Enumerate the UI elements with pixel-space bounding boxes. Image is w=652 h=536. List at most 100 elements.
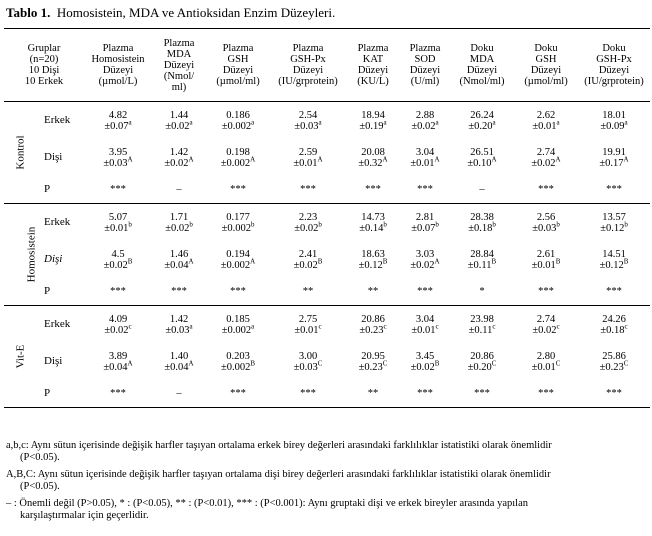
mean-value: 2.74	[536, 146, 556, 158]
sd-value: ±0.002	[221, 120, 252, 132]
mean-value: 24.26	[602, 313, 626, 325]
mean-value: 18.01	[602, 109, 626, 121]
mean-value: 0.185	[226, 313, 250, 325]
mean-value: 2.56	[536, 211, 556, 223]
group-label-cell: Vit-E	[4, 305, 38, 408]
mean-value: 0.203	[226, 350, 250, 362]
mean-value: 26.24	[470, 109, 494, 121]
group-label: Vit-E	[14, 344, 27, 369]
mean-value: 1.42	[169, 146, 189, 158]
value-cell: 0.203 ±0.002B	[206, 343, 270, 380]
header-line: (µmol/ml)	[216, 76, 260, 87]
sd-value: ±0.02	[532, 324, 557, 336]
significance-letter: c	[318, 322, 322, 330]
significance-letter: B	[434, 359, 440, 367]
footnote-continuation: (P<0.05).	[20, 481, 60, 492]
mean-value: 25.86	[602, 350, 626, 362]
sd-line: ±0.12b	[578, 221, 650, 234]
value-cell: 2.23 ±0.02b	[270, 204, 346, 242]
sd-line: ±0.18b	[450, 221, 514, 234]
header-line: (µmol/ml)	[524, 76, 568, 87]
row-label: Erkek	[44, 114, 71, 126]
sd-line: ±0.01c	[270, 322, 346, 336]
mean-value: 2.54	[298, 109, 318, 121]
mean-value: 28.38	[470, 211, 494, 223]
header-line: Düzeyi	[292, 65, 324, 76]
value-cell: 18.94 ±0.19a	[346, 102, 400, 140]
sd-line: ±0.002b	[206, 220, 270, 234]
value-cell: 2.59 ±0.01A	[270, 139, 346, 176]
mean-value: 0.186	[226, 109, 250, 121]
p-row: P *** – *** *** *** *** – *** ***	[4, 176, 651, 204]
sd-value: ±0.02	[411, 120, 436, 132]
significance-letter: b	[250, 220, 255, 228]
mean-value: 1.71	[169, 211, 189, 223]
value-cell: 18.01 ±0.09a	[578, 102, 650, 140]
mean-value: 20.86	[361, 313, 385, 325]
value-cell: 2.88 ±0.02a	[400, 102, 450, 140]
mean-value: 2.62	[536, 109, 556, 121]
sd-value: ±0.18	[600, 324, 625, 336]
footnotes: a,b,c: Aynı sütun içerisinde değişik har…	[6, 440, 642, 527]
sd-value: ±0.01	[532, 120, 557, 132]
p-value: ***	[578, 278, 651, 306]
sd-value: ±0.03	[532, 222, 557, 234]
value-cell: 1.44 ±0.02a	[152, 102, 206, 140]
header-line: (IU/grprotein)	[278, 76, 338, 87]
header-line: Homosistein	[91, 54, 145, 65]
sd-line: ±0.02b	[270, 221, 346, 234]
p-value: ***	[514, 380, 579, 408]
header-line: Doku	[602, 43, 626, 54]
footnote-continuation: karşılaştırmalar için geçerlidir.	[20, 510, 149, 521]
group-label-cell: Homosistein	[4, 203, 38, 306]
significance-letter: b	[189, 220, 193, 228]
sd-line: ±0.19a	[346, 119, 400, 132]
p-value: ***	[152, 278, 207, 306]
value-cell: 25.86 ±0.23C	[578, 343, 650, 380]
sd-line: ±0.02b	[152, 220, 206, 234]
value-cell: 2.41 ±0.02B	[270, 241, 346, 278]
sd-line: ±0.20a	[450, 119, 514, 132]
sd-value: ±0.03	[103, 157, 128, 169]
value-cell: 3.45 ±0.02B	[400, 343, 450, 380]
p-value: –	[450, 176, 515, 204]
header-groups: Gruplar (n=20) 10 Dişi 10 Erkek	[4, 29, 84, 102]
p-label: P	[38, 380, 85, 408]
sd-value: ±0.01	[294, 324, 319, 336]
p-value: *	[450, 278, 515, 306]
p-value: ***	[514, 278, 579, 306]
value-cell: 2.80 ±0.01C	[514, 343, 578, 380]
significance-letter: c	[128, 322, 132, 330]
mean-value: 1.44	[169, 109, 189, 121]
header-col-6: Plazma SOD Düzeyi (U/ml)	[400, 29, 450, 102]
value-cell: 20.86 ±0.23c	[346, 306, 400, 344]
sd-line: ±0.02A	[514, 156, 578, 169]
mean-value: 19.91	[602, 146, 626, 158]
header-line: KAT	[362, 54, 384, 65]
p-value: ***	[400, 278, 451, 306]
value-cell: 23.98 ±0.11c	[450, 306, 514, 344]
significance-letter: A	[188, 359, 194, 367]
mean-value: 4.09	[108, 313, 128, 325]
table-row: Dişi 4.5 ±0.02B 1.46 ±0.04A 0.194 ±0.002A 2.41 ±…	[4, 241, 650, 278]
mean-value: 2.80	[536, 350, 556, 362]
sd-line: ±0.03b	[514, 221, 578, 234]
sd-line: ±0.11c	[450, 323, 514, 336]
value-cell: 2.62 ±0.01a	[514, 102, 578, 140]
sd-value: ±0.002	[220, 259, 251, 271]
sd-value: ±0.002	[221, 222, 251, 234]
value-cell: 2.56 ±0.03b	[514, 204, 578, 242]
significance-letter: B	[250, 359, 256, 367]
sd-line: ±0.12B	[346, 257, 400, 271]
sd-line: ±0.07b	[400, 221, 450, 234]
footnote: – : Önemli değil (P>0.05), * : (P<0.05),…	[6, 498, 642, 522]
p-value: –	[152, 380, 207, 408]
header-line: Plazma	[292, 43, 324, 54]
sd-value: ±0.12	[599, 259, 624, 271]
header-line: Düzeyi	[102, 65, 134, 76]
significance-letter: A	[491, 155, 497, 163]
p-value: ***	[206, 176, 271, 204]
sd-line: ±0.07a	[84, 119, 152, 132]
significance-letter: B	[382, 257, 388, 265]
sd-value: ±0.19	[359, 120, 384, 132]
